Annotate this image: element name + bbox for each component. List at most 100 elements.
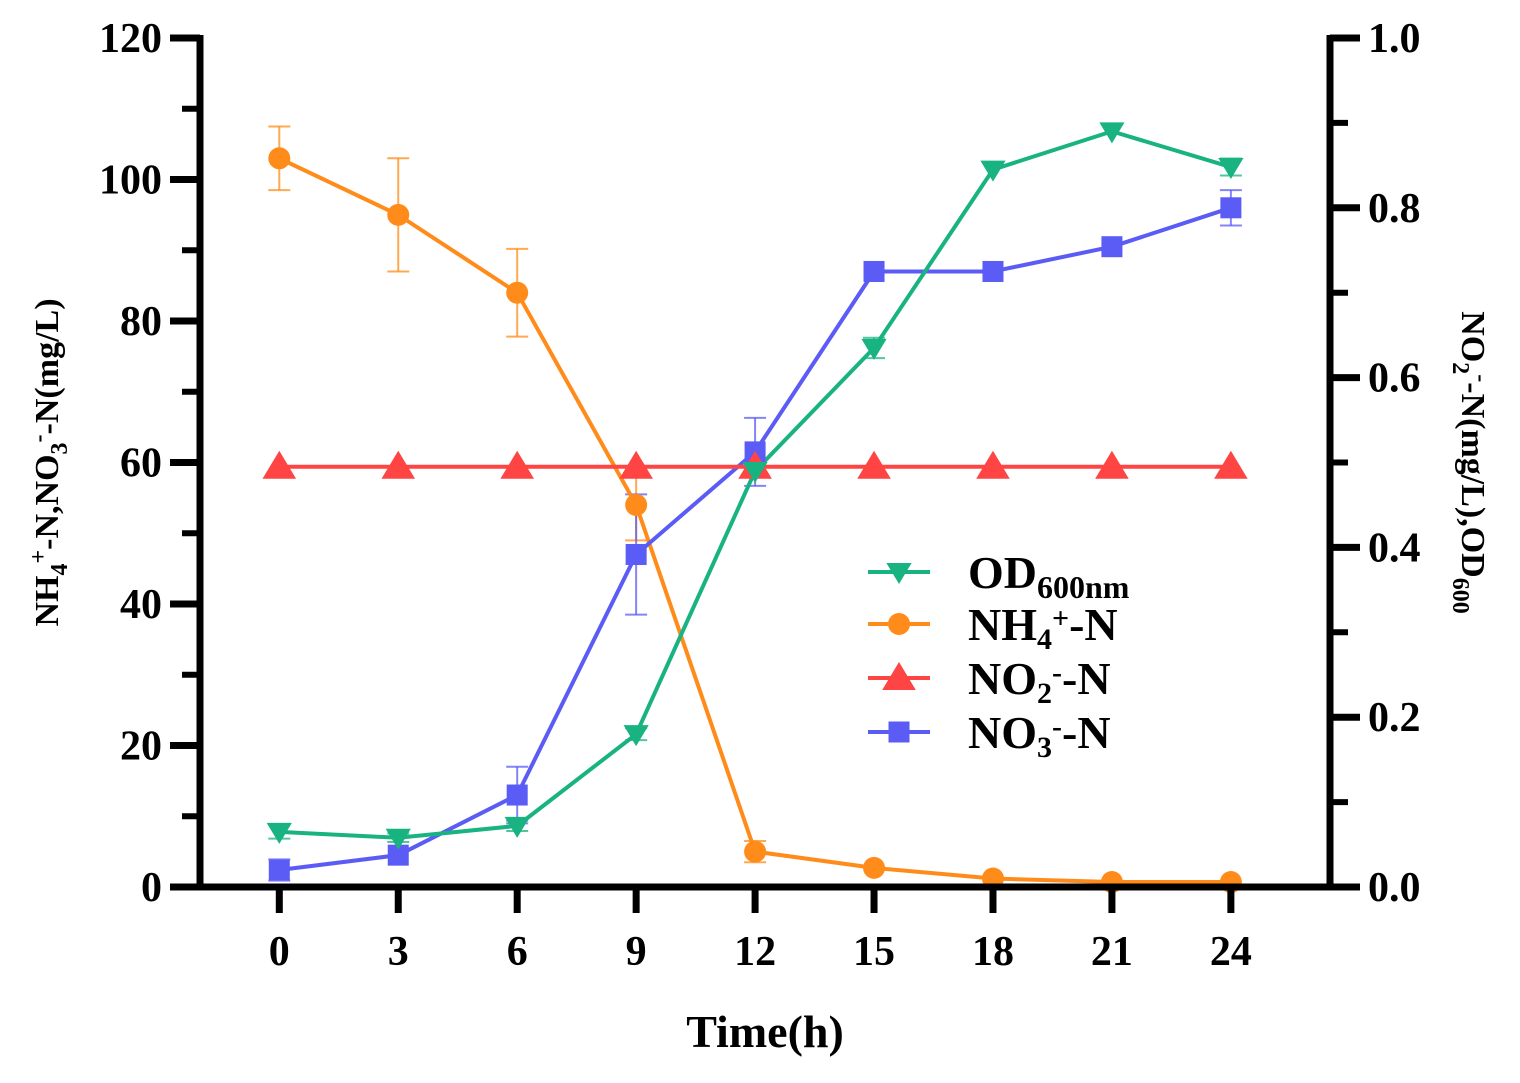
right-axis-title: NO2--N(mg/L),OD600 [1447, 311, 1494, 613]
nh4-point-9 [625, 493, 648, 516]
legend-no3-marker [888, 721, 910, 743]
no3-line [279, 205, 1232, 873]
no3-point-3 [387, 844, 409, 866]
label-part: 2 [1447, 362, 1473, 374]
label-part: - [1052, 710, 1062, 743]
x-tick-label: 18 [972, 929, 1014, 975]
x-tick-label: 12 [734, 929, 776, 975]
nh4-point-15 [863, 856, 886, 879]
series-markers [262, 122, 1248, 894]
legend-od-label: OD600nm [968, 547, 1130, 605]
right-tick-label: 0.2 [1368, 695, 1421, 741]
left-tick-label: 0 [141, 865, 162, 911]
nh4-point-3 [387, 203, 410, 226]
x-axis-title: Time(h) [686, 1006, 844, 1057]
no3-point-15 [863, 260, 885, 282]
label-part: 3 [1037, 731, 1052, 764]
label-part: -N [1069, 599, 1118, 650]
od-point-6 [504, 816, 530, 838]
legend-no2-marker [882, 662, 916, 690]
label-part: 2 [1037, 677, 1052, 710]
label-part: - [1468, 374, 1494, 382]
label-part: 4 [47, 564, 73, 576]
no2-point-9 [619, 450, 653, 479]
left-tick-label: 40 [120, 582, 162, 628]
label-part: - [26, 434, 52, 442]
left-tick-label: 120 [99, 16, 162, 62]
label-part: -N(mg/L),OD [1454, 382, 1491, 577]
label-part: NO [968, 707, 1037, 758]
od-point-24 [1218, 158, 1244, 180]
label-part: -N,NO [29, 454, 66, 549]
no3-point-0 [268, 859, 290, 881]
right-tick-label: 0.4 [1368, 525, 1421, 571]
legend-item-no2: NO2--N [868, 653, 1111, 710]
legend-no3-label: NO3--N [968, 707, 1111, 764]
label-part: - [1052, 656, 1062, 689]
x-tick-label: 15 [853, 929, 895, 975]
nh4-point-0 [268, 147, 291, 170]
label-part: -N [1062, 707, 1111, 758]
x-tick-label: 9 [626, 929, 647, 975]
label-part: NH [29, 576, 66, 627]
series-lines [278, 129, 1232, 885]
axes: 0 20 40 60 80 100 120 0.0 0.2 0.4 0.6 0.8 1.0 0 3 6 9 12 1… [26, 16, 1494, 1057]
label-part: NO [968, 653, 1037, 704]
legend-no2-label: NO2--N [968, 653, 1111, 710]
legend-od-marker [886, 563, 912, 584]
no3-point-24 [1220, 197, 1242, 219]
right-tick-label: 1.0 [1368, 16, 1421, 62]
legend-item-nh4: NH4+-N [868, 599, 1118, 656]
legend-item-no3: NO3--N [868, 707, 1111, 764]
no3-point-21 [1101, 236, 1123, 258]
label-part: + [1052, 602, 1069, 635]
nh4-point-6 [506, 281, 529, 304]
right-tick-label: 0.8 [1368, 186, 1421, 232]
x-tick-label: 24 [1210, 929, 1252, 975]
od-point-18 [980, 160, 1006, 182]
label-part: -N [1062, 653, 1111, 704]
od-point-15 [861, 338, 887, 360]
left-axis-title: NH4+-N,NO3--N(mg/L) [26, 298, 73, 626]
left-tick-label: 20 [120, 724, 162, 770]
right-tick-label: 0.0 [1368, 865, 1421, 911]
legend-item-od: OD600nm [868, 547, 1130, 605]
error-bars [268, 125, 1242, 882]
no3-point-18 [982, 260, 1004, 282]
label-part: 4 [1037, 623, 1052, 656]
no2-point-24 [1214, 450, 1248, 479]
label-part: OD [968, 547, 1037, 598]
label-part: 600nm [1037, 569, 1130, 605]
od-point-0 [266, 822, 292, 844]
no2-point-21 [1095, 450, 1129, 479]
label-part: 600 [1447, 578, 1473, 614]
x-tick-label: 6 [507, 929, 528, 975]
od-point-21 [1099, 122, 1125, 144]
no3-point-6 [506, 784, 528, 806]
nh4-point-12 [744, 840, 767, 863]
no2-point-18 [976, 450, 1010, 479]
legend-nh4-label: NH4+-N [968, 599, 1118, 656]
no2-point-3 [381, 450, 416, 479]
legend-nh4-marker [888, 613, 910, 635]
no2-point-0 [262, 450, 297, 479]
label-part: -N(mg/L) [29, 298, 66, 434]
no2-point-6 [500, 450, 534, 479]
right-tick-label: 0.6 [1368, 356, 1421, 402]
label-part: NO [1454, 311, 1491, 362]
left-tick-label: 60 [120, 441, 162, 487]
no2-point-15 [857, 450, 891, 479]
left-tick-label: 80 [120, 299, 162, 345]
od-point-12 [742, 461, 768, 483]
x-tick-label: 3 [388, 929, 409, 975]
no3-point-9 [625, 543, 647, 565]
x-tick-label: 21 [1091, 929, 1133, 975]
od-point-3 [385, 828, 411, 850]
nh4-line [278, 156, 1231, 885]
x-tick-label: 0 [269, 929, 290, 975]
od-point-9 [623, 725, 649, 747]
label-part: + [26, 550, 52, 564]
label-part: 3 [47, 442, 73, 454]
